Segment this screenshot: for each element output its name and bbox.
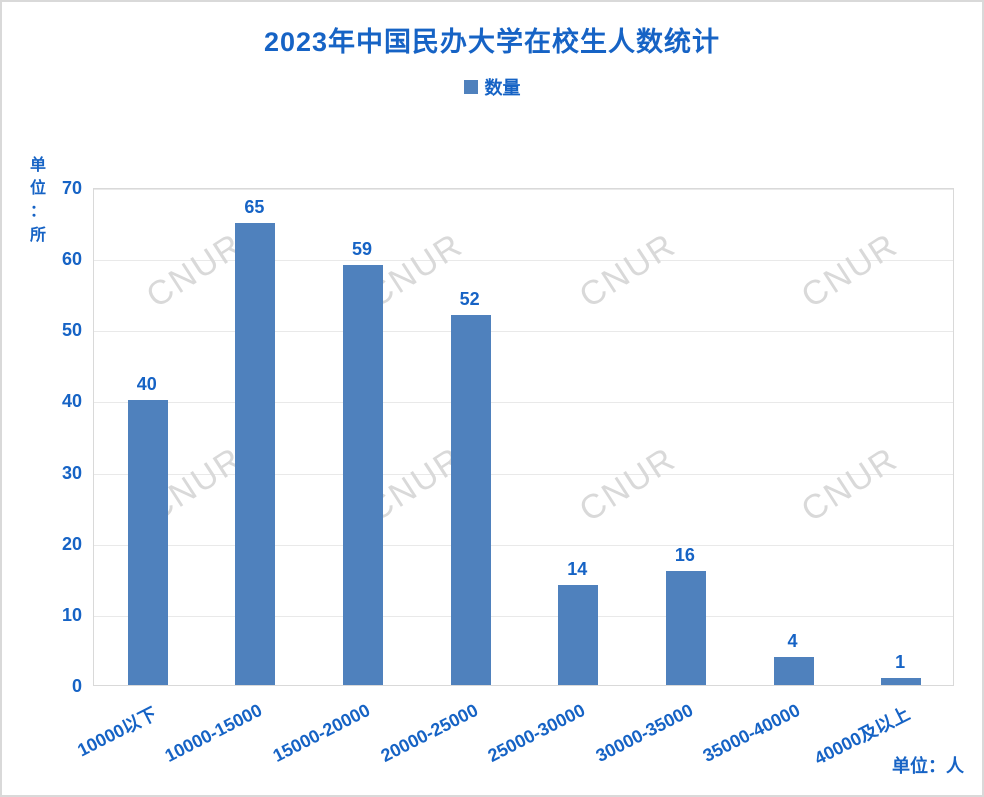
gridline — [94, 544, 953, 546]
watermark-text: CNUR — [794, 439, 905, 530]
bar-value-label: 65 — [244, 196, 265, 217]
bar-10000以下 — [127, 400, 168, 685]
x-tick-label: 10000-15000 — [161, 700, 266, 766]
bar-35000-40000 — [773, 656, 814, 685]
chart-title: 2023年中国民办大学在校生人数统计 — [263, 27, 721, 57]
legend-swatch-icon — [463, 80, 478, 94]
y-tick-label: 40 — [61, 391, 82, 412]
y-axis-unit-char: 单 — [29, 157, 46, 174]
y-axis-unit-char: ： — [29, 203, 46, 221]
x-axis-unit-label: 单位：人 — [892, 756, 964, 776]
y-tick-label: 60 — [61, 249, 82, 270]
y-axis-unit-char: 所 — [29, 226, 46, 244]
watermark-text: CNUR — [139, 225, 250, 316]
legend-series-label: 数量 — [484, 78, 521, 98]
bar-value-label: 4 — [787, 630, 798, 651]
plot-area: CNUR CNUR CNUR CNUR CNUR CNUR CNUR CNUR — [93, 188, 954, 686]
x-tick-label: 15000-20000 — [269, 700, 374, 766]
watermark-text: CNUR — [794, 225, 905, 316]
x-tick-label: 20000-25000 — [377, 700, 481, 766]
bar-value-label: 40 — [136, 374, 157, 395]
watermark-text: CNUR — [572, 439, 683, 530]
y-tick-label: 20 — [61, 533, 82, 554]
x-tick-label: 25000-30000 — [484, 700, 589, 766]
x-tick-label: 10000以下 — [73, 703, 160, 761]
bar-value-label: 59 — [352, 239, 373, 260]
x-tick-label: 30000-35000 — [592, 700, 697, 766]
gridline — [94, 473, 953, 475]
y-axis-unit-char: 位 — [29, 180, 46, 198]
legend: 数量 — [2, 74, 982, 100]
bar-10000-15000 — [235, 222, 276, 685]
x-tick-label: 35000-40000 — [700, 700, 804, 766]
gridline — [94, 402, 953, 404]
watermark-text: CNUR — [572, 225, 683, 316]
y-axis-unit-label: 单位 ： 所 — [28, 154, 48, 247]
y-tick-label: 10 — [61, 604, 82, 625]
bar-30000-35000 — [665, 571, 706, 685]
bar-25000-30000 — [558, 585, 599, 685]
bar-value-label: 1 — [895, 651, 906, 672]
y-tick-label: 70 — [61, 178, 82, 198]
bar-value-label: 16 — [674, 545, 695, 566]
gridline — [94, 331, 953, 333]
bar-40000及以上 — [881, 677, 922, 685]
y-tick-label: 0 — [71, 676, 82, 696]
bar-15000-20000 — [343, 265, 384, 685]
gridline — [94, 189, 953, 190]
y-tick-label: 50 — [61, 320, 82, 341]
y-tick-label: 30 — [61, 462, 82, 483]
bar-value-label: 52 — [459, 289, 480, 310]
gridline — [94, 260, 953, 262]
bar-value-label: 14 — [567, 559, 588, 580]
bar-20000-25000 — [450, 315, 491, 685]
gridline — [94, 615, 953, 617]
